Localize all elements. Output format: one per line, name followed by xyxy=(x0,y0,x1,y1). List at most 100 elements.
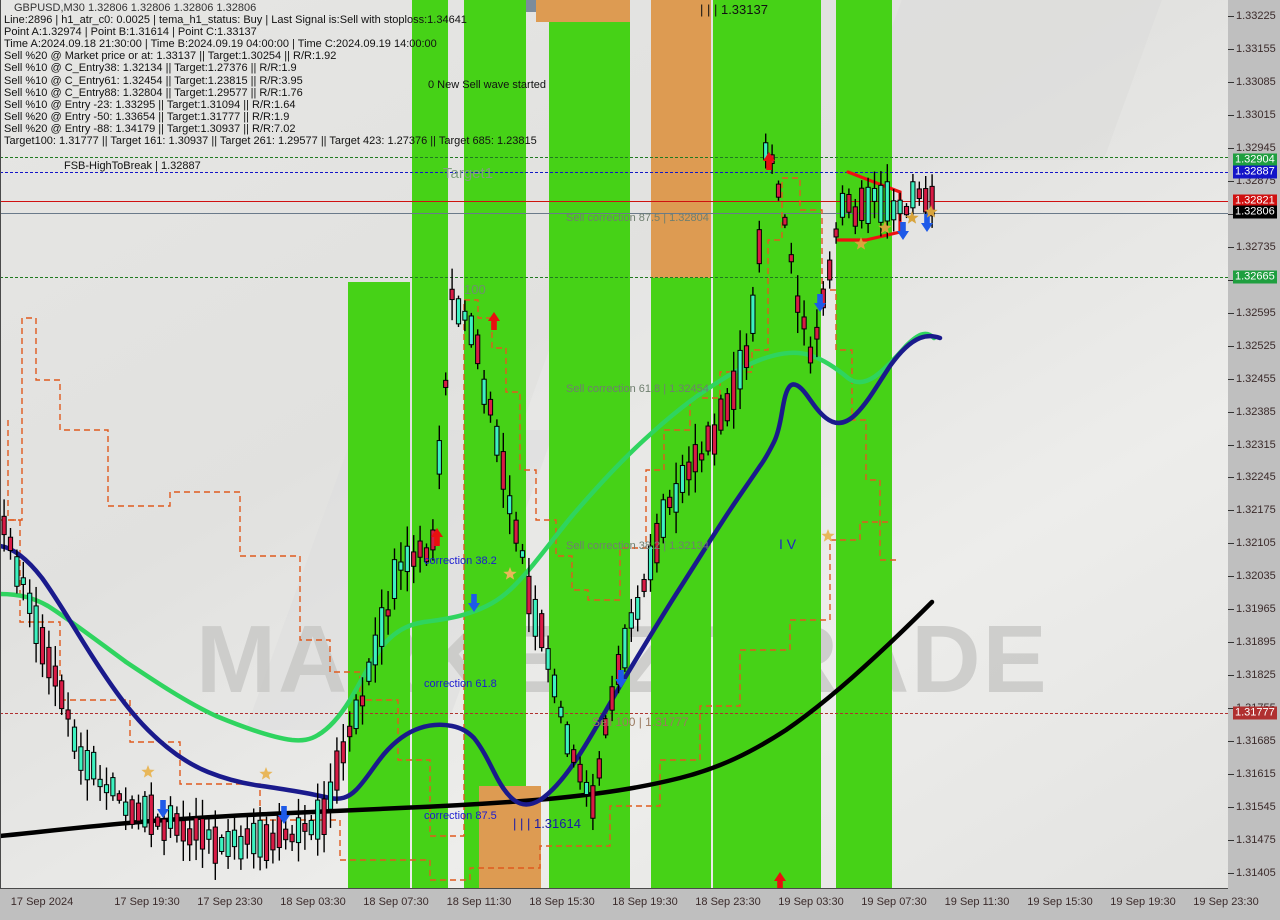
price-tag-ask-level[interactable]: 1.32904 xyxy=(1233,153,1277,167)
price-tick xyxy=(1228,477,1234,479)
price-tag-target-level[interactable]: 1.32665 xyxy=(1233,270,1277,284)
target1-label: Target1 xyxy=(443,165,494,182)
header-row-0: Line:2896 | h1_atr_c0: 0.0025 | tema_h1_… xyxy=(4,14,467,27)
price-series-layer xyxy=(0,133,943,889)
candle-body xyxy=(276,815,282,849)
candle-body xyxy=(481,378,487,405)
candle-body xyxy=(295,817,302,844)
candle-body xyxy=(142,795,148,828)
candle-body xyxy=(782,216,788,226)
time-tick-label: 17 Sep 23:30 xyxy=(197,896,263,908)
candle-body xyxy=(731,370,737,410)
point-c-marker: | | | 1.33137 xyxy=(700,2,768,17)
candle-body xyxy=(833,228,839,238)
sell-arrow-down-marker xyxy=(763,152,775,170)
price-axis[interactable]: 1.33225 1.33155 1.33085 1.33015 1.32945 1.328… xyxy=(1228,0,1280,890)
price-tick-label: 1.32945 xyxy=(1236,142,1276,155)
red-solid-stop xyxy=(0,201,1228,202)
price-tag-stop-level[interactable]: 1.32821 xyxy=(1233,194,1277,208)
candle-body xyxy=(321,798,327,836)
price-tick-label: 1.32385 xyxy=(1236,405,1276,418)
buy-arrow-up-marker xyxy=(814,294,826,312)
price-tick xyxy=(1228,213,1234,215)
price-tick-label: 1.32525 xyxy=(1236,339,1276,352)
candle-body xyxy=(871,187,878,202)
chart-plot-area[interactable]: MARKETZ TRADE 0 New Sell wave started| | xyxy=(0,0,1229,890)
price-tick xyxy=(1228,115,1234,117)
price-tick xyxy=(1228,674,1234,676)
price-tick-label: 1.31615 xyxy=(1236,767,1276,780)
candle-body xyxy=(33,605,39,644)
time-tick-label: 19 Sep 07:30 xyxy=(861,896,927,908)
candle-body xyxy=(487,398,494,416)
candle-body xyxy=(436,440,442,475)
candle-body xyxy=(647,545,654,581)
band-green-2 xyxy=(412,0,448,889)
buy-arrow-up-marker xyxy=(615,670,627,688)
buy-arrow-up-marker xyxy=(897,222,909,240)
candle-body xyxy=(705,425,711,452)
time-tick-label: 17 Sep 19:30 xyxy=(114,896,180,908)
candle-body xyxy=(411,551,417,567)
candle-body xyxy=(692,444,698,473)
candle-body xyxy=(500,451,506,490)
candle-body xyxy=(641,578,647,592)
price-tag-fsb-level[interactable]: 1.32887 xyxy=(1233,165,1277,179)
star-marker xyxy=(259,767,273,780)
buy-arrow-up-marker xyxy=(467,594,480,612)
candle-body xyxy=(558,706,564,718)
candle-body xyxy=(891,200,897,221)
candle-body xyxy=(391,559,398,599)
candle-body xyxy=(878,184,884,223)
candle-body xyxy=(167,805,174,829)
header-row-10: Target100: 1.31777 || Target 161: 1.3093… xyxy=(4,135,537,148)
candle-body xyxy=(475,334,481,365)
candle-body xyxy=(225,831,231,857)
sell-arrow-down-marker xyxy=(430,528,443,546)
time-axis[interactable]: 17 Sep 2024 17 Sep 19:30 17 Sep 23:30 18 Se… xyxy=(0,889,1280,920)
candle-body xyxy=(635,596,641,620)
candle-body xyxy=(379,607,385,647)
time-tick-label: 17 Sep 2024 xyxy=(10,896,74,908)
candle-body xyxy=(916,188,922,199)
price-tick-label: 1.32315 xyxy=(1236,438,1276,451)
candle-body xyxy=(756,229,762,265)
candle-body xyxy=(884,181,890,222)
chart-info-header: GBPUSD,M30 1.32806 1.32806 1.32806 1.328… xyxy=(4,2,537,147)
price-tick-label: 1.33085 xyxy=(1236,76,1276,89)
candle-body xyxy=(654,522,660,564)
candle-body xyxy=(161,818,167,841)
candle-body xyxy=(583,781,590,796)
candle-body xyxy=(110,777,116,797)
candle-body xyxy=(859,187,865,221)
candle-body xyxy=(775,183,782,198)
candle-body xyxy=(91,751,97,780)
price-tag-target100[interactable]: 1.31777 xyxy=(1233,706,1277,720)
candle-body xyxy=(846,194,852,213)
price-tick xyxy=(1228,543,1234,545)
candle-body xyxy=(807,346,814,364)
candle-body xyxy=(571,749,577,763)
price-tick xyxy=(1228,312,1234,314)
candle-body xyxy=(135,802,142,822)
candle-body xyxy=(686,461,692,481)
price-tag-bid-level[interactable]: 1.32806 xyxy=(1233,205,1277,219)
price-tick-label: 1.31825 xyxy=(1236,668,1276,681)
star-marker xyxy=(141,765,155,778)
price-tick xyxy=(1228,576,1234,578)
price-tick xyxy=(1228,609,1234,611)
candle-body xyxy=(7,536,14,552)
candle-body xyxy=(788,254,794,263)
price-tick-label: 1.32595 xyxy=(1236,306,1276,319)
price-tick-label: 1.31685 xyxy=(1236,734,1276,747)
candle-body xyxy=(212,826,218,864)
price-tick xyxy=(1228,444,1234,446)
candle-body xyxy=(263,824,270,861)
red-dotted-target xyxy=(0,713,1228,714)
candle-body xyxy=(283,828,289,841)
candle-body xyxy=(673,483,679,513)
candle-body xyxy=(737,349,743,390)
sell-correction-875: Sell correction 87.5 | 1.32804 xyxy=(566,212,709,224)
candle-body xyxy=(711,424,718,455)
green-dashed-lower xyxy=(0,277,1228,278)
